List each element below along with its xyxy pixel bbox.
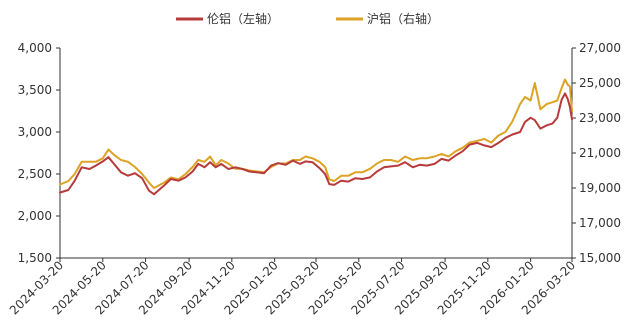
right-tick-label: 25,000 — [579, 76, 621, 90]
right-tick-label: 27,000 — [579, 41, 621, 55]
right-axis-ticks: 15,000 17,000 19,000 21,000 23,000 25,000 27,0… — [572, 41, 621, 265]
legend: 伦铝（左轴） 沪铝（右轴） — [176, 11, 439, 26]
legend-label-shfe: 沪铝（右轴） — [367, 11, 439, 26]
right-tick-label: 17,000 — [579, 216, 621, 230]
left-tick-label: 2,500 — [18, 167, 52, 181]
legend-label-lme: 伦铝（左轴） — [207, 11, 279, 26]
left-tick-label: 1,500 — [18, 251, 52, 265]
left-tick-label: 4,000 — [18, 41, 52, 55]
right-tick-label: 23,000 — [579, 111, 621, 125]
left-axis-ticks: 1,500 2,000 2,500 3,000 3,500 4,000 — [18, 41, 60, 265]
right-tick-label: 21,000 — [579, 146, 621, 160]
left-tick-label: 2,000 — [18, 209, 52, 223]
left-tick-label: 3,000 — [18, 125, 52, 139]
right-tick-label: 15,000 — [579, 251, 621, 265]
series-line-shfe — [59, 78, 573, 189]
series-layer — [59, 78, 573, 196]
right-tick-label: 19,000 — [579, 181, 621, 195]
axes — [59, 48, 573, 259]
series-line-lme — [59, 92, 573, 196]
x-axis-ticks: 2024-03-202024-05-202024-07-202024-09-20… — [7, 258, 578, 317]
left-tick-label: 3,500 — [18, 83, 52, 97]
